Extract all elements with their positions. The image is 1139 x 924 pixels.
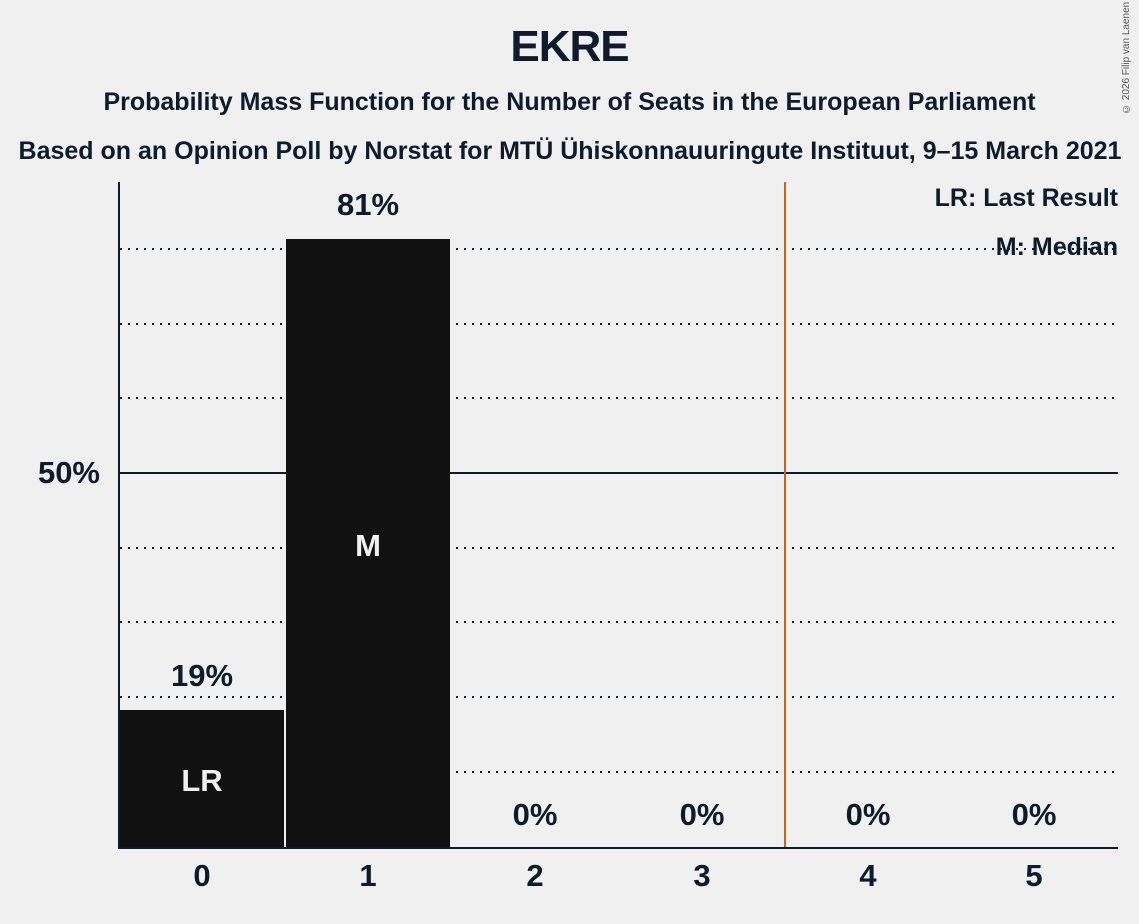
x-tick-0: 0 [193, 858, 211, 893]
bar-1 [286, 239, 450, 847]
x-tick-1: 1 [359, 858, 377, 893]
chart-subtitle: Probability Mass Function for the Number… [103, 88, 1036, 116]
chart-source: Based on an Opinion Poll by Norstat for … [18, 137, 1122, 165]
bar-value-1: 81% [336, 187, 400, 222]
x-tick-5: 5 [1025, 858, 1043, 893]
bar-value-5: 0% [1011, 797, 1057, 832]
x-tick-3: 3 [693, 858, 711, 893]
bar-value-2: 0% [512, 797, 558, 832]
x-tick-2: 2 [526, 858, 544, 893]
median-marker: M [355, 528, 381, 563]
last-result-marker: LR [181, 763, 223, 798]
legend-last-result: LR: Last Result [934, 184, 1118, 212]
bar-value-3: 0% [679, 797, 725, 832]
bar-0 [120, 710, 284, 847]
bar-value-0: 19% [170, 658, 234, 693]
y-tick-50: 50% [37, 455, 100, 490]
legend-median: M: Median [995, 233, 1118, 261]
chart-title: EKRE [510, 22, 629, 71]
bar-value-4: 0% [845, 797, 891, 832]
x-tick-4: 4 [859, 858, 877, 893]
